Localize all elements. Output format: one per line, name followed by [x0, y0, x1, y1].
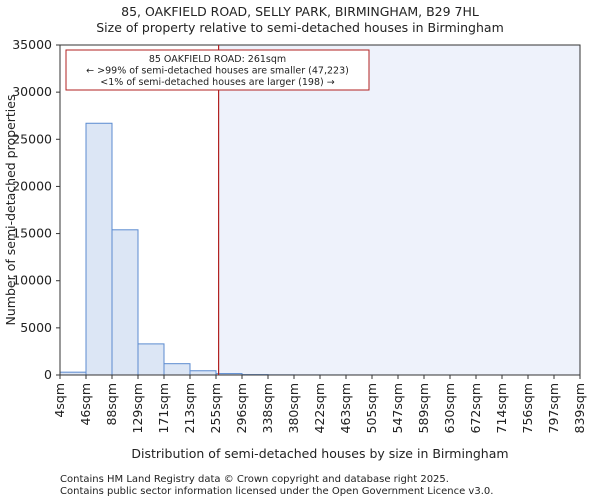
x-tick-label: 463sqm [338, 383, 353, 433]
x-tick-label: 4sqm [52, 383, 67, 418]
x-tick-label: 589sqm [416, 383, 431, 433]
x-tick-label: 839sqm [572, 383, 587, 433]
annotation-box [65, 49, 370, 91]
chart-subtitle: Size of property relative to semi-detach… [96, 20, 504, 35]
x-tick-label: 380sqm [286, 383, 301, 433]
y-tick-label: 10000 [12, 273, 52, 288]
x-tick-label: 672sqm [468, 383, 483, 433]
x-tick-label: 338sqm [260, 383, 275, 433]
x-tick-label: 213sqm [182, 383, 197, 433]
y-axis-label: Number of semi-detached properties [3, 95, 18, 326]
y-tick-label: 35000 [12, 37, 52, 52]
bar-5 [189, 370, 217, 376]
x-tick-label: 46sqm [78, 383, 93, 426]
bar-4 [163, 363, 191, 376]
chart-title: 85, OAKFIELD ROAD, SELLY PARK, BIRMINGHA… [121, 4, 479, 19]
x-tick-label: 797sqm [546, 383, 561, 433]
x-tick-label: 171sqm [156, 383, 171, 433]
x-tick-label: 714sqm [494, 383, 509, 433]
x-tick-label: 296sqm [234, 383, 249, 433]
y-tick-label: 0 [44, 367, 52, 382]
bar-2 [111, 229, 139, 376]
highlight-region [218, 45, 580, 375]
x-tick-label: 505sqm [364, 383, 379, 433]
y-tick-label: 20000 [12, 178, 52, 193]
footer-line-2: Contains public sector information licen… [60, 486, 493, 497]
y-tick-label: 15000 [12, 226, 52, 241]
annotation-line-1: 85 OAKFIELD ROAD: 261sqm [149, 54, 286, 65]
footer-line-1: Contains HM Land Registry data © Crown c… [60, 474, 449, 485]
annotation-line-2: ← >99% of semi-detached houses are small… [86, 66, 349, 77]
x-tick-label: 756sqm [520, 383, 535, 433]
y-tick-label: 30000 [12, 84, 52, 99]
bar-1 [85, 122, 113, 376]
x-tick-label: 422sqm [312, 383, 327, 433]
x-tick-label: 547sqm [390, 383, 405, 433]
x-tick-label: 630sqm [442, 383, 457, 433]
annotation-line-3: <1% of semi-detached houses are larger (… [100, 77, 334, 88]
y-tick-label: 5000 [20, 320, 52, 335]
x-tick-label: 255sqm [208, 383, 223, 433]
x-tick-label: 88sqm [104, 383, 119, 426]
x-tick-label: 129sqm [130, 383, 145, 433]
x-axis-label: Distribution of semi-detached houses by … [131, 446, 508, 461]
y-tick-label: 25000 [12, 131, 52, 146]
bar-3 [137, 343, 165, 376]
